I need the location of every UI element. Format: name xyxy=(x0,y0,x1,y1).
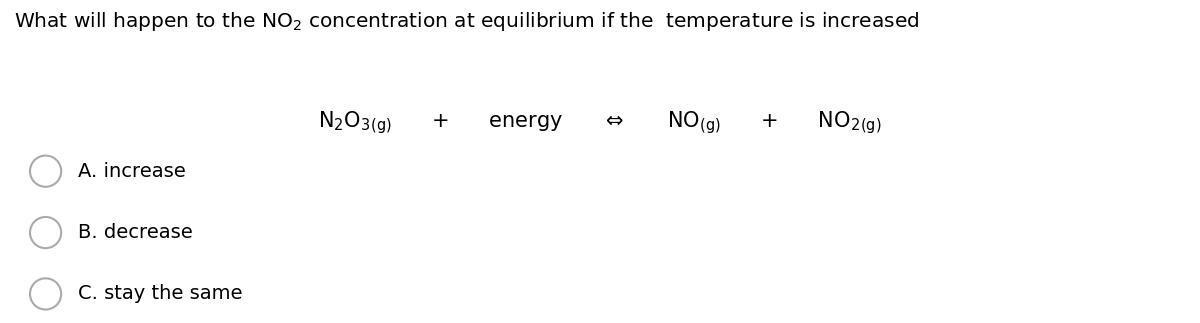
Text: N$_2$O$_3$$_{\mathregular{(g)}}$      +      energy      $\Leftrightarrow$      : N$_2$O$_3$$_{\mathregular{(g)}}$ + energ… xyxy=(318,109,882,136)
Text: C. stay the same: C. stay the same xyxy=(78,285,242,303)
Text: B. decrease: B. decrease xyxy=(78,223,193,242)
Text: What will happen to the NO$_2$ concentration at equilibrium if the  temperature : What will happen to the NO$_2$ concentra… xyxy=(14,10,920,33)
Text: A. increase: A. increase xyxy=(78,162,186,181)
